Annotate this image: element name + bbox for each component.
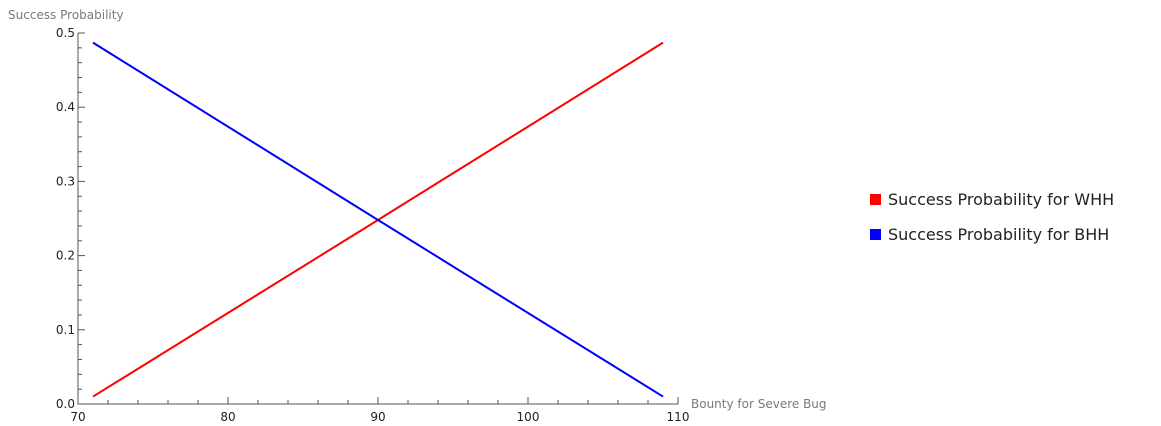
legend: Success Probability for WHH Success Proba…	[870, 190, 1114, 244]
series-line-bhh	[92, 41, 664, 398]
x-tick-label: 100	[517, 410, 540, 424]
legend-entry-label: Success Probability for WHH	[888, 190, 1114, 209]
x-tick-label: 70	[70, 410, 85, 424]
x-tick-label: 110	[667, 410, 690, 424]
x-tick-label: 80	[220, 410, 235, 424]
legend-entry-label: Success Probability for BHH	[888, 225, 1109, 244]
y-axis-ticks: 0.0 0.1 0.2 0.3 0.4 0.5	[56, 26, 85, 411]
y-tick-label: 0.4	[56, 100, 75, 114]
axes: 70 80 90 100 110 0.0 0.1 0.2 0.3 0.4 0.5	[56, 26, 690, 424]
x-axis-label: Bounty for Severe Bug	[691, 397, 827, 411]
y-axis-label: Success Probability	[8, 8, 124, 22]
y-tick-label: 0.0	[56, 397, 75, 411]
x-axis-ticks: 70 80 90 100 110	[70, 397, 689, 424]
y-tick-label: 0.3	[56, 174, 75, 188]
x-tick-label: 90	[370, 410, 385, 424]
y-tick-label: 0.2	[56, 249, 75, 263]
series-layer	[92, 41, 664, 398]
y-tick-label: 0.5	[56, 26, 75, 40]
legend-swatch	[870, 229, 881, 240]
legend-swatch	[870, 194, 881, 205]
y-tick-label: 0.1	[56, 323, 75, 337]
